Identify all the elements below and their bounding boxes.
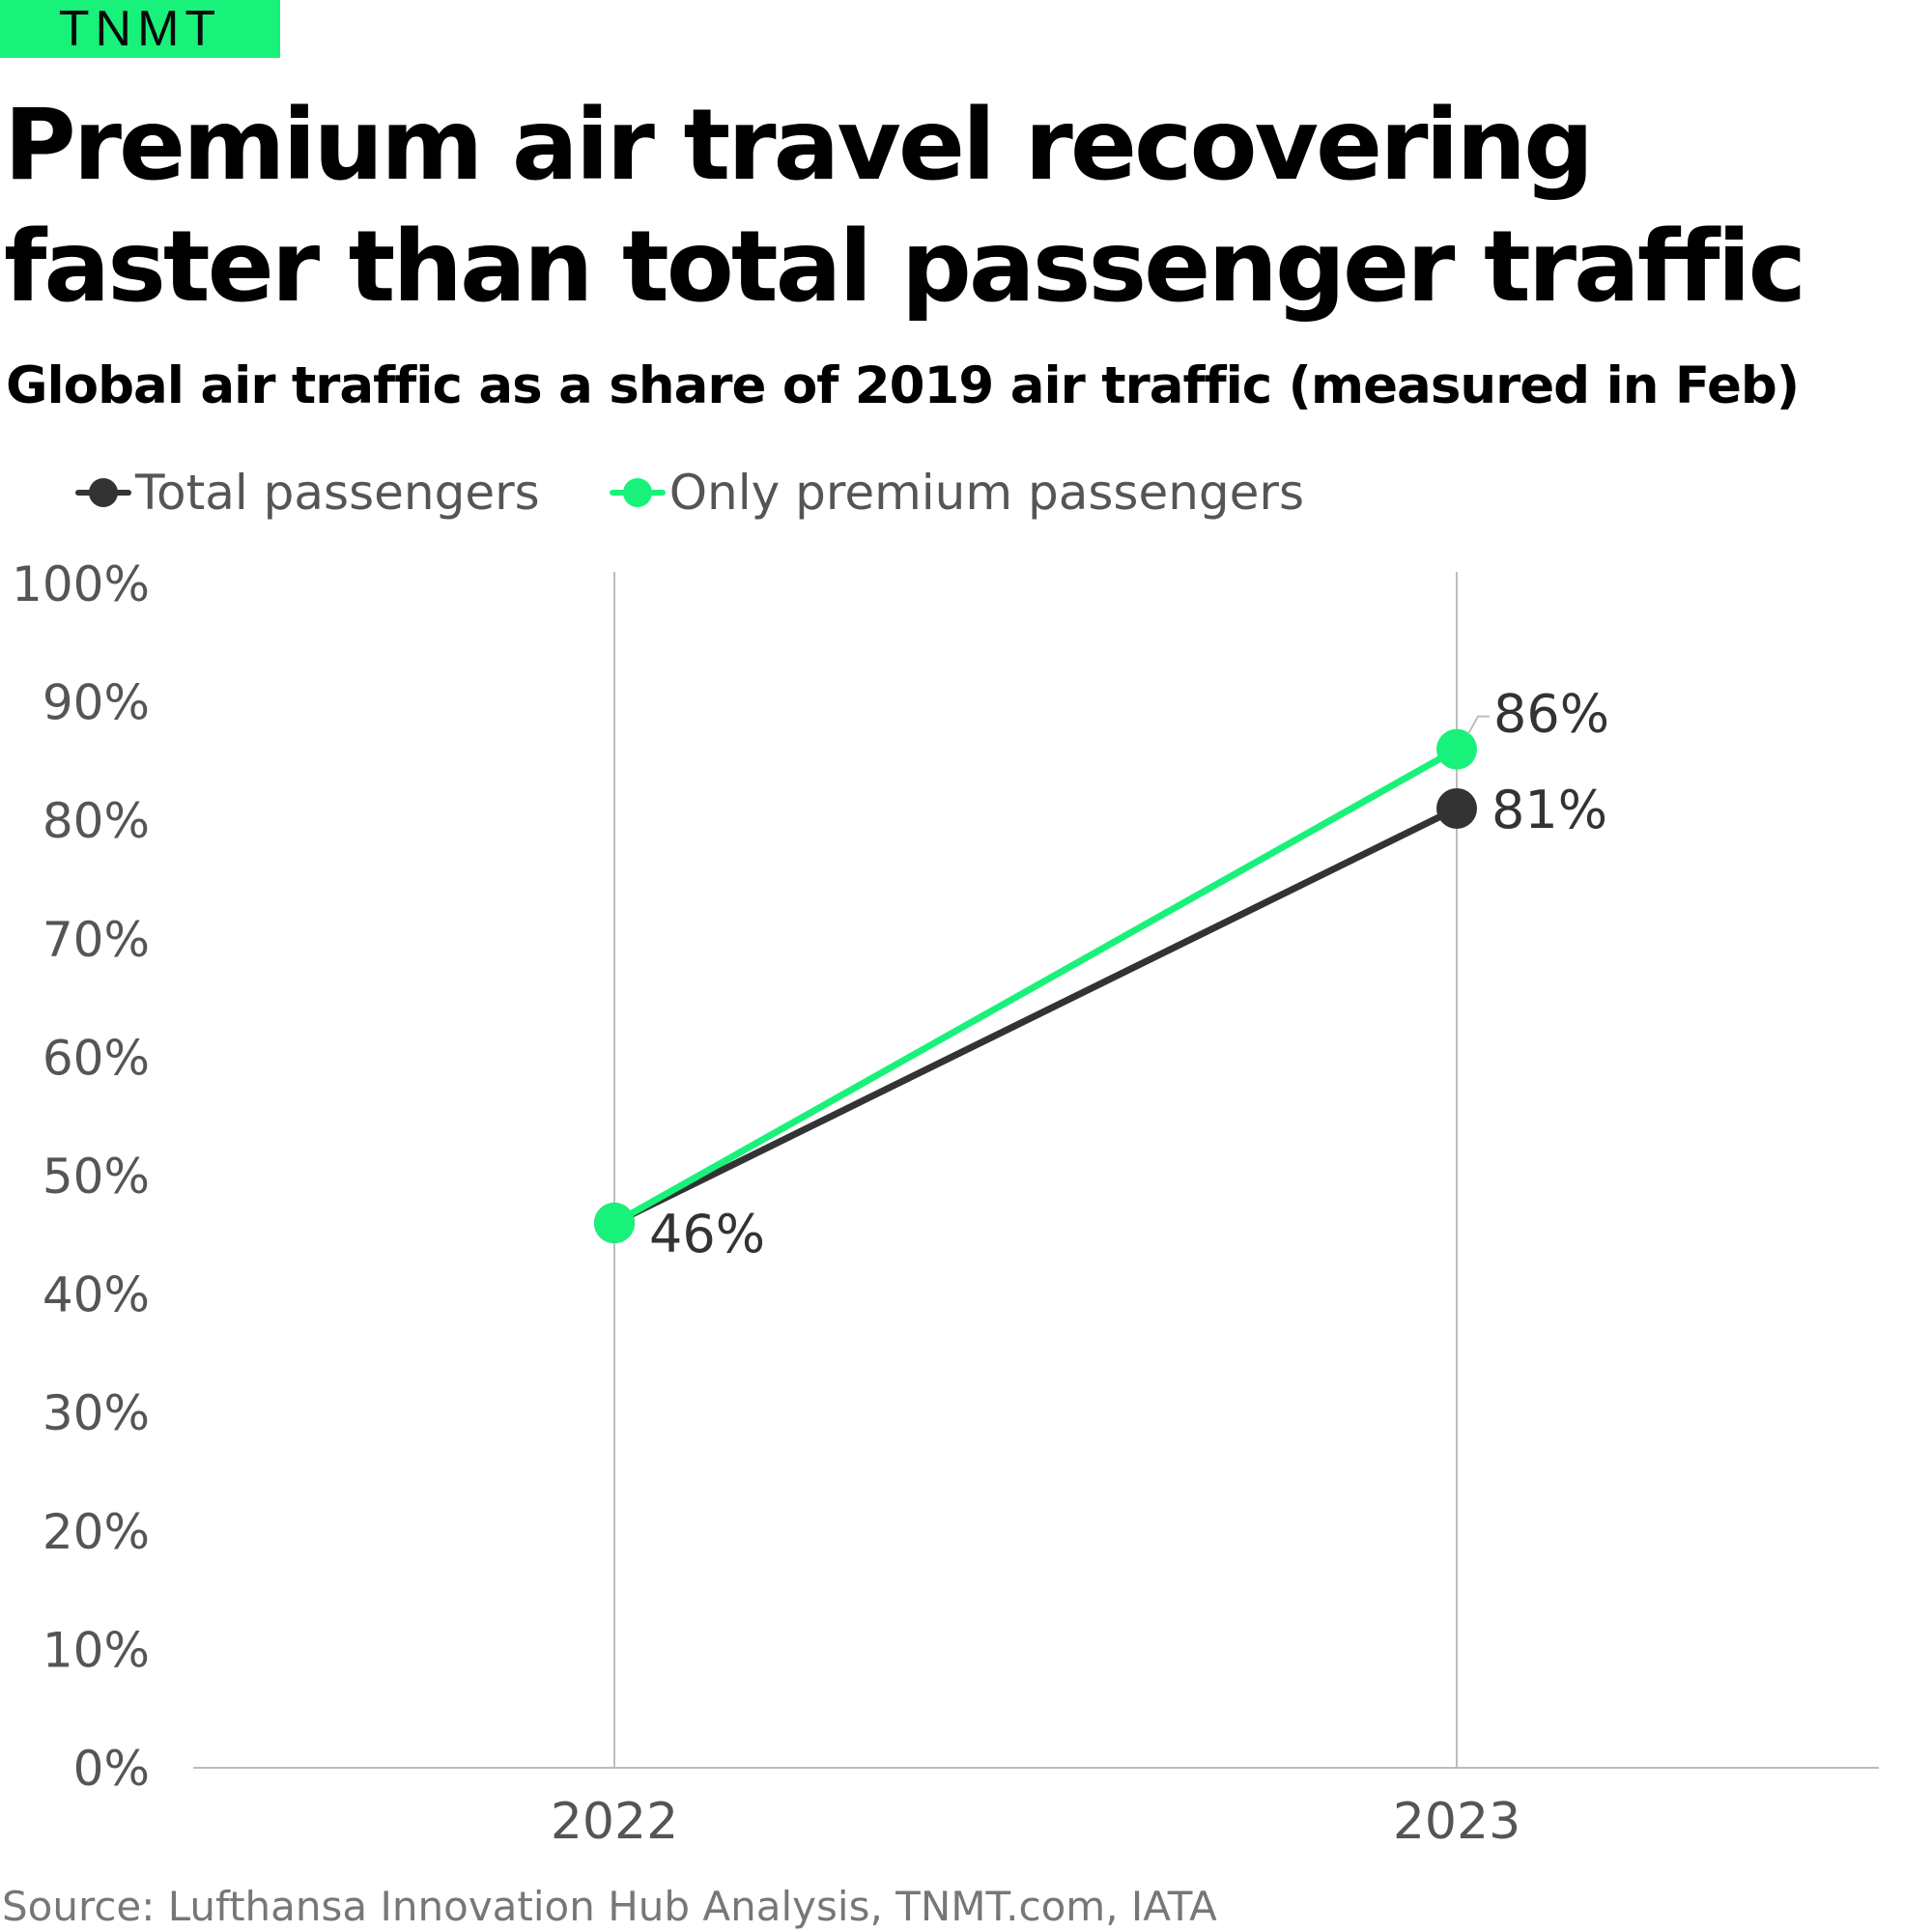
y-tick-label-60: 60% [43, 1030, 150, 1086]
data-label-total-2022: 46% [649, 1204, 765, 1264]
legend-swatch-premium-passengers [609, 478, 666, 507]
line-chart: 0% 10% 20% 30% 40% 50% 60% 70% 80% 90% 100% 2022 202… [12, 556, 1879, 1851]
leader-line-premium-2023 [1467, 715, 1490, 735]
y-tick-label-80: 80% [43, 793, 150, 849]
legend-item-total-passengers: Total passengers [75, 465, 540, 521]
y-tick-label-90: 90% [43, 675, 150, 731]
y-tick-label-20: 20% [43, 1504, 150, 1560]
data-point-s1-2022 [594, 1203, 635, 1244]
legend-swatch-total-passengers [75, 478, 131, 507]
legend-label-total-passengers: Total passengers [135, 465, 540, 521]
data-point-s1-2023 [1436, 728, 1477, 770]
legend-item-premium-passengers: Only premium passengers [609, 465, 1305, 521]
series-line-1 [611, 746, 1461, 1227]
y-tick-label-50: 50% [43, 1149, 150, 1205]
chart-title: Premium air travel recovering faster tha… [4, 88, 1806, 325]
brand-logo: TNMT [0, 0, 280, 58]
data-label-premium-2023: 86% [1493, 684, 1609, 745]
x-tick-label-2023: 2023 [1393, 1793, 1520, 1851]
legend-dot-premium [622, 478, 652, 507]
chart-subtitle: Global air traffic as a share of 2019 ai… [6, 356, 1800, 415]
legend: Total passengers Only premium passengers [75, 464, 1374, 522]
y-tick-label-10: 10% [43, 1622, 150, 1678]
source-note: Source: Lufthansa Innovation Hub Analysi… [2, 1883, 1217, 1930]
x-tick-label-2022: 2022 [551, 1793, 678, 1851]
y-tick-label-0: 0% [73, 1741, 150, 1797]
data-point-s0-2023 [1436, 787, 1477, 829]
data-label-total-2023: 81% [1492, 780, 1607, 840]
y-tick-label-100: 100% [12, 556, 150, 612]
legend-dot-total [89, 478, 118, 507]
series-line-0 [611, 805, 1461, 1227]
legend-label-premium-passengers: Only premium passengers [668, 465, 1305, 521]
y-tick-label-30: 30% [43, 1385, 150, 1441]
y-tick-label-40: 40% [43, 1267, 150, 1323]
y-tick-label-70: 70% [43, 912, 150, 968]
